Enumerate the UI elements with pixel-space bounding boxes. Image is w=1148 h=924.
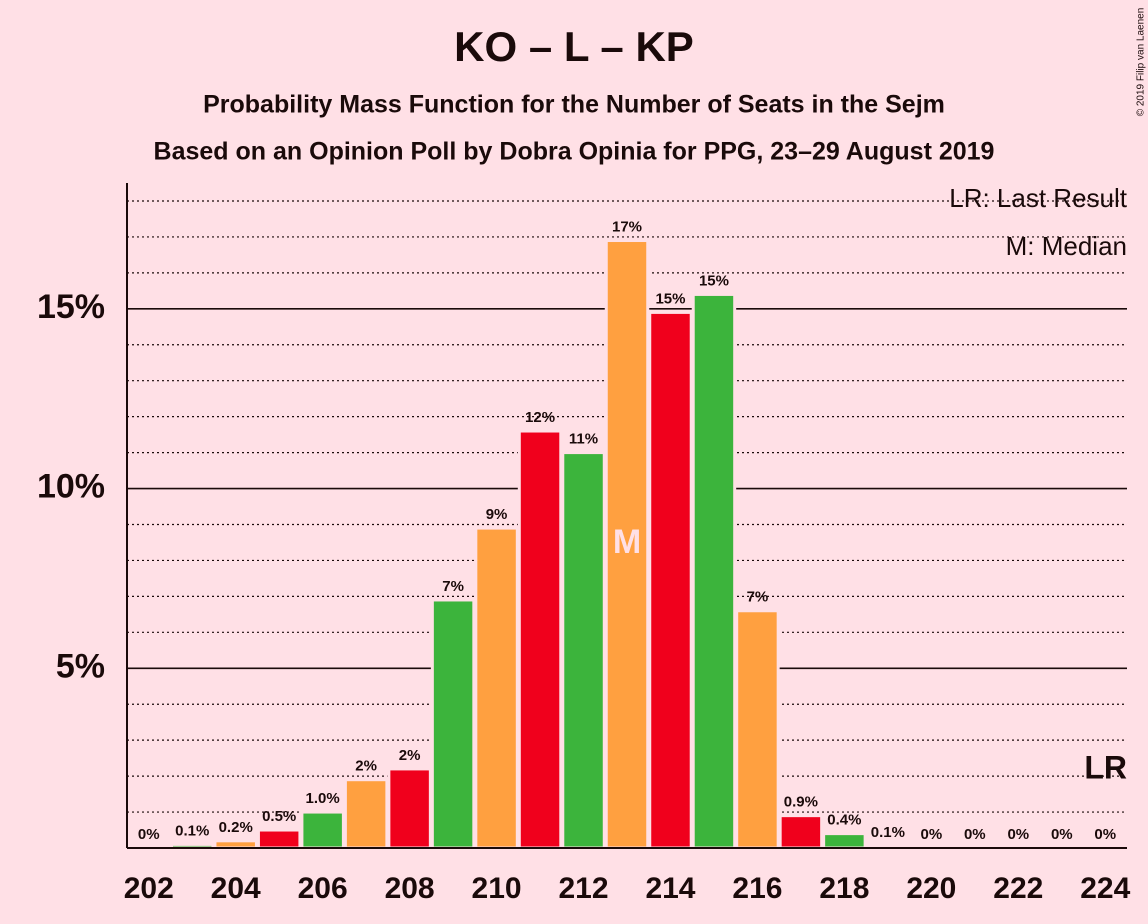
value-label: 0.1% [175, 822, 209, 839]
value-label: 0.9% [784, 794, 818, 811]
chart-title: KO – L – KP [454, 23, 694, 70]
value-label: 7% [442, 578, 464, 595]
value-label: 12% [525, 409, 555, 426]
bar [735, 609, 780, 850]
value-label: 0.5% [262, 808, 296, 825]
bar [256, 828, 302, 850]
bar [822, 832, 867, 850]
last-result-marker: LR [1084, 749, 1127, 785]
value-label: 7% [747, 589, 769, 606]
x-tick-label: 202 [124, 872, 174, 905]
y-tick-label: 15% [37, 288, 105, 326]
bar [387, 767, 432, 850]
bar [430, 598, 476, 850]
value-label: 0% [1094, 826, 1116, 843]
value-label: 2% [355, 758, 377, 775]
value-label: 0% [138, 826, 160, 843]
bar [604, 239, 650, 850]
bar [778, 814, 824, 850]
y-tick-label: 5% [56, 647, 105, 685]
x-tick-label: 204 [211, 872, 261, 905]
value-label: 0.4% [827, 812, 861, 829]
x-tick-label: 214 [645, 872, 695, 905]
value-label: 0.1% [871, 824, 905, 841]
x-tick-label: 208 [385, 872, 435, 905]
value-label: 0% [1007, 826, 1029, 843]
x-tick-label: 212 [558, 872, 608, 905]
x-tick-label: 224 [1080, 872, 1130, 905]
copyright: © 2019 Filip van Laenen [1136, 8, 1147, 117]
bar [691, 292, 737, 850]
x-tick-label: 218 [819, 872, 869, 905]
value-label: 0% [1051, 826, 1073, 843]
value-label: 15% [699, 272, 729, 289]
bar [300, 810, 345, 850]
value-label: 1.0% [306, 790, 340, 807]
chart-subtitle: Probability Mass Function for the Number… [203, 91, 945, 119]
bar [343, 778, 389, 850]
x-tick-label: 220 [906, 872, 956, 905]
bar [213, 839, 258, 850]
x-tick-label: 216 [732, 872, 782, 905]
value-label: 15% [655, 290, 685, 307]
value-label: 0% [964, 826, 986, 843]
x-tick-label: 206 [298, 872, 348, 905]
bar [648, 310, 693, 850]
bar [561, 451, 606, 850]
y-tick-label: 10% [37, 468, 105, 506]
legend-entry: LR: Last Result [949, 183, 1128, 213]
value-label: 0.2% [219, 819, 253, 836]
legend-entry: M: Median [1006, 231, 1127, 261]
value-label: 0% [921, 826, 943, 843]
bar [474, 526, 519, 850]
x-tick-label: 210 [472, 872, 522, 905]
bar [517, 429, 563, 850]
value-label: 9% [486, 506, 508, 523]
chart-subtitle: Based on an Opinion Poll by Dobra Opinia… [154, 138, 995, 166]
value-label: 11% [569, 431, 598, 448]
value-label: 17% [612, 218, 642, 235]
x-tick-label: 222 [993, 872, 1043, 905]
value-label: 2% [399, 747, 421, 764]
median-marker: M [613, 523, 641, 561]
